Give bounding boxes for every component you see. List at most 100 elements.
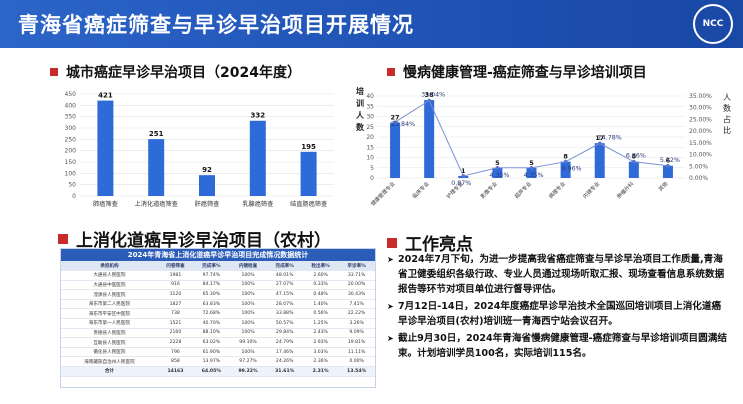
city-section-title: 城市癌症早诊早治项目（2024年度） [50, 62, 301, 82]
table-cell: 2160 [157, 328, 194, 339]
training-section-title: 慢病健康管理-癌症筛查与早诊培训项目 [387, 62, 647, 82]
table-cell: 27.07% [266, 280, 304, 291]
arrow-right-icon: ➤ [387, 302, 394, 311]
left-axis-label: 培 [356, 86, 364, 96]
table-header-row: 承担机构 问卷筛查 完成率% 内镜检查 完成率% 检出率% 早诊率% [61, 261, 375, 272]
table-cell: 100% [229, 280, 267, 291]
y-right-tick-label: 20.00% [689, 128, 712, 135]
x-tick-label: 上消化道癌筛查 [135, 200, 178, 208]
table-cell: 检出率% [303, 261, 339, 272]
table-row: 大通县人民医院 1981 97.74% 100% 48.01% 2.60% 33.71% [61, 270, 375, 281]
table-cell: 61.90% [193, 347, 230, 358]
left-axis-label: 训 [356, 98, 364, 108]
percent-point [495, 166, 500, 170]
highlights-list: ➤ 2024年7月下旬，为进一步提高我省癌症筛查与早诊早治项目工作质量,青海省卫健… [387, 252, 727, 363]
table-cell: 29.84% [266, 328, 304, 339]
y-right-tick-label: 10.00% [689, 152, 712, 159]
table-row: 海东市第一人民医院 1521 40.70% 100% 50.57% 1.25% 3.26% [61, 318, 375, 329]
bar [594, 143, 605, 178]
table-cell: 40.70% [193, 318, 230, 329]
bar-value-label: 27 [391, 114, 400, 122]
table-cell: 14163 [157, 366, 194, 377]
y-right-tick-label: 15.00% [689, 140, 712, 147]
percent-point [427, 98, 431, 103]
bar-value-label: 332 [250, 112, 265, 120]
highlights-title-text: 工作亮点 [405, 235, 473, 255]
table-cell: 24.79% [266, 337, 304, 348]
table-cell: 1120 [157, 289, 194, 300]
table-cell: 100% [229, 308, 267, 320]
ncc-logo: NCC [693, 4, 733, 44]
table-cell: 100% [229, 328, 267, 339]
percent-label: 33.04% [421, 92, 445, 99]
highlight-text: 截止9月30日，2024年青海省慢病健康管理-癌症筛查与早诊培训项目圆满结束。计… [398, 333, 727, 359]
x-tick-label: 乳腺癌筛查 [242, 200, 273, 208]
table-cell: 72.68% [193, 308, 230, 320]
y-left-tick-label: 35 [366, 103, 374, 110]
table-cell: 33.88% [266, 308, 304, 320]
table-cell: 88.10% [193, 328, 230, 339]
table-cell: 内镜检查 [229, 261, 267, 272]
table-cell: 9.09% [338, 328, 375, 339]
table-cell: 大通县人民医院 [61, 270, 158, 281]
table-cell: 20.00% [338, 280, 375, 291]
highlight-item: ➤ 7月12日-14日，2024年度癌症早诊早治技术全国巡回培训项目上消化道癌早诊… [387, 299, 727, 329]
table-cell: 63.02% [193, 337, 230, 348]
y-left-tick-label: 10 [366, 155, 374, 162]
y-tick-label: 50 [68, 182, 76, 189]
bar [249, 120, 266, 196]
bar-value-label: 92 [202, 166, 212, 174]
table-row: 海东市平安区中医院 738 72.68% 100% 33.88% 0.56% 22.22% [61, 308, 375, 320]
x-tick-label: 影像专业 [478, 180, 498, 200]
training-title-text: 慢病健康管理-癌症筛查与早诊培训项目 [403, 65, 647, 81]
table-cell: 24.26% [266, 356, 304, 368]
bar [97, 100, 114, 196]
x-tick-label: 肺癌筛查 [93, 200, 118, 208]
table-cell: 完成率% [193, 261, 230, 272]
table-cell: 22.22% [338, 308, 375, 320]
rural-section-title: 上消化道癌早诊早治项目（农村） [58, 226, 331, 251]
bar-value-label: 1 [461, 167, 466, 175]
table-cell: 2.43% [303, 328, 339, 339]
x-tick-label: 结直肠癌筛查 [290, 200, 327, 208]
percent-point [461, 174, 466, 178]
table-total-row: 合计 14163 64.05% 99.22% 31.61% 2.31% 13.54% [61, 366, 375, 377]
table-cell: 100% [229, 270, 267, 281]
table-cell: 1.40% [303, 299, 339, 310]
table-cell: 100% [229, 299, 267, 310]
percent-label: 4.35% [489, 172, 509, 179]
bar-value-label: 421 [98, 92, 113, 100]
table-cell: 7.41% [338, 299, 375, 310]
table-cell: 916 [157, 280, 194, 291]
percent-point [666, 163, 670, 168]
table-cell: 互助县人民医院 [61, 337, 158, 348]
table-cell: 47.15% [266, 289, 304, 300]
y-left-tick-label: 25 [366, 124, 374, 131]
right-axis-label: 比 [723, 125, 731, 135]
x-tick-label: 内镜专业 [581, 180, 601, 200]
arrow-right-icon: ➤ [387, 334, 394, 343]
table-cell: 100% [229, 289, 267, 300]
table-cell: 99.22% [229, 366, 267, 377]
percent-label: 14.78% [598, 134, 622, 141]
table-cell: 796 [157, 347, 194, 358]
y-left-tick-label: 0 [370, 175, 374, 182]
highlight-item: ➤ 截止9月30日，2024年青海省慢病健康管理-癌症筛查与早诊培训项目圆满结束。… [387, 331, 727, 361]
table-cell: 0.48% [303, 289, 339, 300]
table-cell: 858 [157, 356, 194, 368]
page-title: 青海省癌症筛查与早诊早治项目开展情况 [18, 13, 414, 37]
y-tick-label: 400 [65, 102, 77, 109]
y-right-tick-label: 30.00% [689, 105, 712, 112]
table-cell: 2.60% [303, 270, 339, 281]
table-cell: 13.97% [193, 356, 230, 368]
table-cell: 2.31% [303, 366, 339, 377]
highlight-text: 2024年7月下旬，为进一步提高我省癌症筛查与早诊早治项目工作质量,青海省卫健委… [398, 254, 725, 295]
percent-label: 0.87% [451, 180, 471, 187]
header-banner: 青海省癌症筛查与早诊早治项目开展情况 NCC [0, 0, 743, 48]
bar [628, 161, 639, 178]
table-cell: 2.93% [303, 337, 339, 348]
right-axis-label: 人 [723, 93, 731, 102]
table-cell: 31.61% [266, 366, 304, 377]
y-right-tick-label: 5.00% [689, 163, 708, 170]
highlights-section-title: 工作亮点 [387, 230, 473, 255]
